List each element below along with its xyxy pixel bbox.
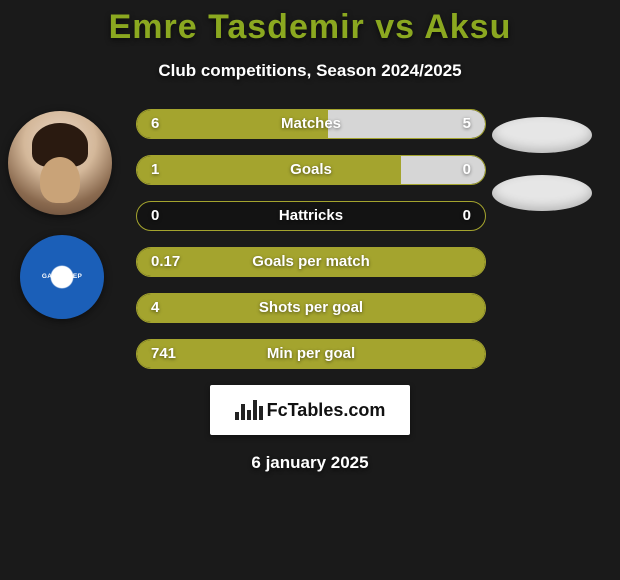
player-b-placeholder-2 — [492, 175, 592, 211]
stat-row: 0.17Goals per match — [136, 247, 486, 277]
comparison-card: Emre Tasdemir vs Aksu Club competitions,… — [0, 0, 620, 473]
left-avatar-column: GAZIANTEP — [8, 111, 118, 319]
stat-row: 10Goals — [136, 155, 486, 185]
fctables-text: FcTables.com — [267, 400, 386, 421]
stat-row: 4Shots per goal — [136, 293, 486, 323]
club-badge-text: GAZIANTEP — [42, 273, 82, 280]
player-a-avatar — [8, 111, 112, 215]
stat-label: Min per goal — [137, 340, 485, 368]
stat-label: Goals per match — [137, 248, 485, 276]
fctables-badge: FcTables.com — [210, 385, 410, 435]
stat-label: Matches — [137, 110, 485, 138]
right-avatar-column — [492, 117, 602, 211]
content-area: GAZIANTEP 65Matches 10Goals 00Hattricks 0.1… — [0, 109, 620, 369]
stat-label: Goals — [137, 156, 485, 184]
stat-label: Shots per goal — [137, 294, 485, 322]
stat-row: 00Hattricks — [136, 201, 486, 231]
subtitle: Club competitions, Season 2024/2025 — [0, 61, 620, 81]
stat-row: 741Min per goal — [136, 339, 486, 369]
date-line: 6 january 2025 — [0, 453, 620, 473]
player-b-placeholder-1 — [492, 117, 592, 153]
stat-row: 65Matches — [136, 109, 486, 139]
player-a-club-badge: GAZIANTEP — [20, 235, 104, 319]
page-title: Emre Tasdemir vs Aksu — [0, 0, 620, 47]
stat-label: Hattricks — [137, 202, 485, 230]
chart-icon — [235, 400, 263, 420]
stats-list: 65Matches 10Goals 00Hattricks 0.17Goals per… — [136, 109, 486, 369]
